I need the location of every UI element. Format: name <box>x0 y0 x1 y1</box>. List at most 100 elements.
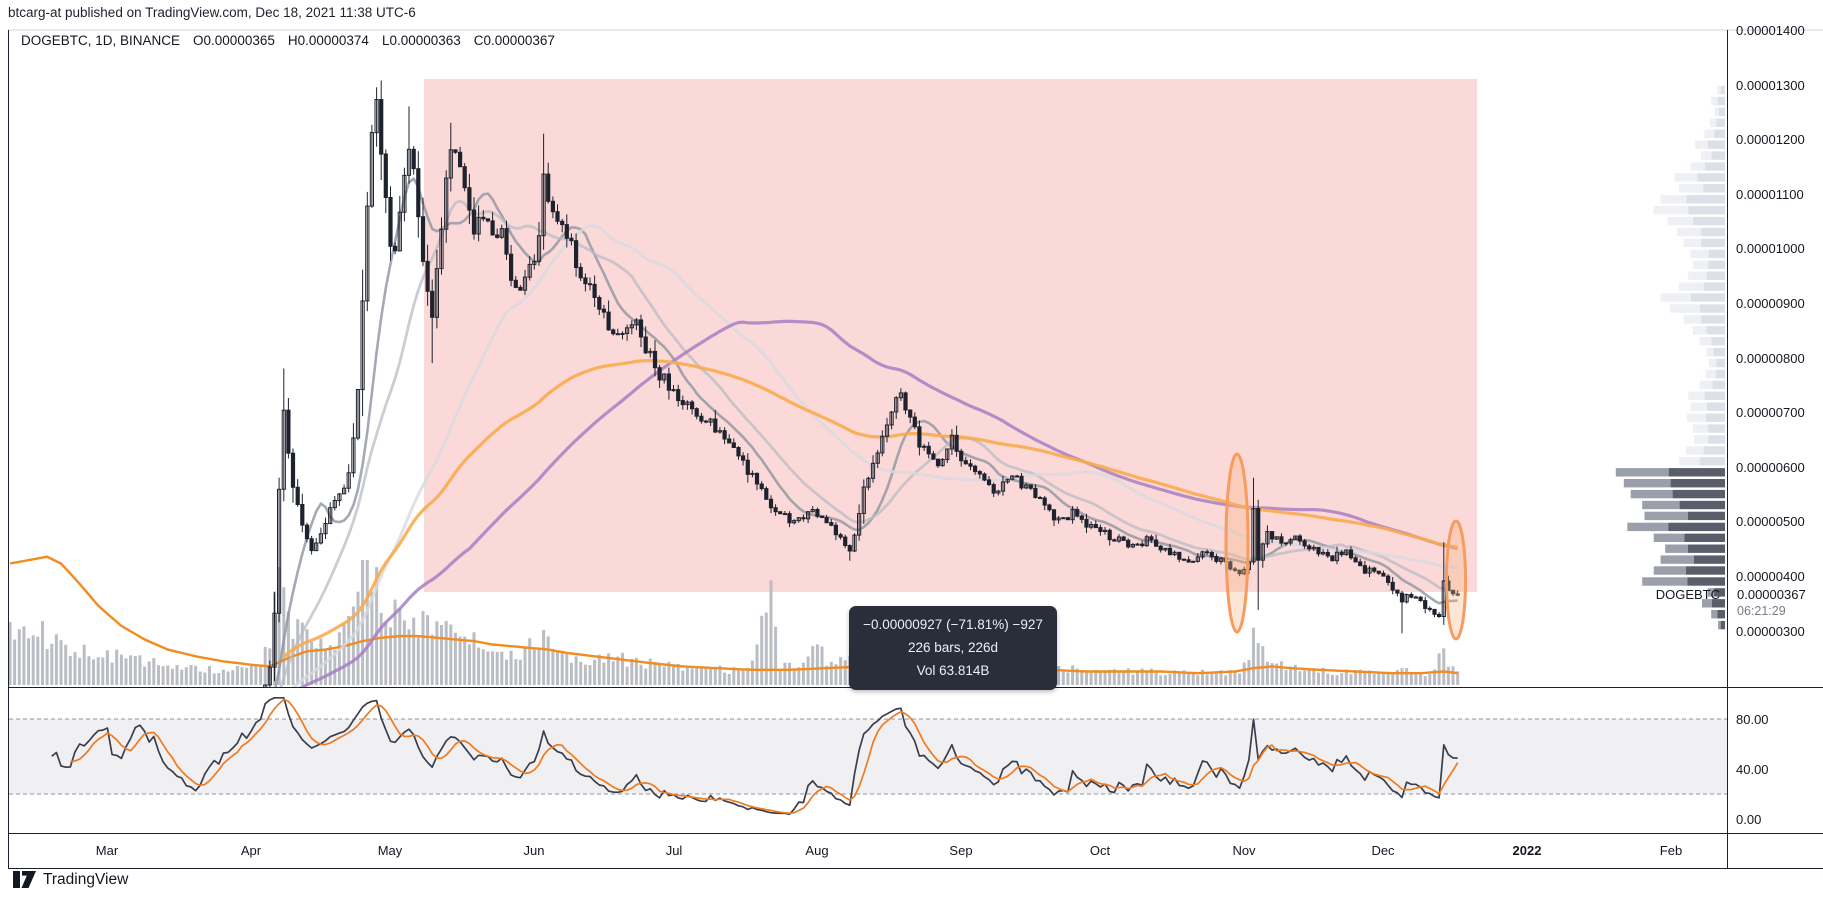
volume-ma-line <box>9 555 1458 675</box>
volume-profile-row <box>1676 227 1702 237</box>
volume-profile-row <box>1694 435 1709 444</box>
price-pane[interactable] <box>9 79 1478 716</box>
volume-profile-row <box>1692 260 1709 269</box>
price-axis-label[interactable]: 0.00000700 <box>1736 405 1805 421</box>
time-axis-label[interactable]: Jul <box>665 843 683 858</box>
volume-profile-row <box>1699 457 1725 466</box>
volume-profile-row <box>1711 610 1718 619</box>
highlight-ellipse-1[interactable] <box>1224 452 1250 634</box>
oscillator-axis-label[interactable]: 40.00 <box>1736 762 1769 777</box>
price-axis-label[interactable]: 0.00000300 <box>1736 623 1805 639</box>
symbol-legend[interactable]: DOGEBTC, 1D, BINANCE O0.00000365 H0.0000… <box>21 33 555 48</box>
volume-profile-row <box>1720 85 1725 95</box>
volume-profile-row <box>1697 173 1725 182</box>
volume-profile-row <box>1690 162 1705 171</box>
price-axis-label[interactable]: 0.00000600 <box>1736 459 1805 475</box>
volume-profile-row <box>1688 271 1707 280</box>
volume-profile-row <box>1686 566 1725 575</box>
volume-profile-row <box>1690 293 1725 302</box>
volume-profile-row <box>1679 184 1704 193</box>
volume-profile-row <box>1670 479 1725 488</box>
time-axis-label[interactable]: Sep <box>949 843 973 858</box>
time-axis-label[interactable]: Feb <box>1659 843 1683 858</box>
volume-profile-row <box>1695 140 1708 149</box>
measure-volume: Vol 63.814B <box>916 663 990 678</box>
price-axis-label[interactable]: 0.00001100 <box>1736 186 1804 202</box>
highlight-ellipse-2[interactable] <box>1445 519 1467 641</box>
volume-profile-row <box>1688 511 1725 521</box>
oscillator-pane[interactable] <box>9 696 1727 816</box>
volume-profile-row <box>1699 337 1712 346</box>
volume-profile-row <box>1693 216 1725 226</box>
time-axis-label[interactable]: Apr <box>240 843 262 858</box>
volume-profile-row <box>1627 522 1669 532</box>
tradingview-watermark[interactable]: TradingView <box>13 871 128 889</box>
volume-profile-row <box>1711 599 1725 608</box>
sma-20-line <box>279 199 1459 687</box>
price-axis-label[interactable]: 0.00000500 <box>1736 514 1805 530</box>
volume-profile-row <box>1715 369 1725 379</box>
volume-profile-row <box>1714 129 1725 138</box>
volume-profile-row <box>1710 118 1717 127</box>
volume-profile-row <box>1703 446 1725 455</box>
volume-profile-row <box>1706 402 1725 411</box>
volume-profile-row <box>1660 195 1687 204</box>
volume-profile <box>1615 85 1725 630</box>
volume-profile-row <box>1660 293 1691 302</box>
time-axis-label[interactable]: Nov <box>1232 843 1256 858</box>
volume-profile-row <box>1667 216 1694 226</box>
time-axis-label[interactable]: Oct <box>1089 843 1111 858</box>
volume-profile-row <box>1701 315 1725 324</box>
last-price-label: 0.00000367 <box>1737 587 1806 602</box>
price-axis-label[interactable]: 0.00000900 <box>1736 296 1805 311</box>
volume-profile-row <box>1702 599 1712 608</box>
volume-profile-row <box>1718 620 1721 630</box>
volume-profile-row <box>1642 500 1680 510</box>
ema-slow-line <box>282 358 1459 659</box>
price-axis-label[interactable]: 0.00001200 <box>1736 132 1805 148</box>
time-axis-label[interactable]: Aug <box>805 843 829 858</box>
volume-profile-row <box>1708 249 1725 259</box>
price-axis-label[interactable]: 0.00001000 <box>1736 241 1805 257</box>
time-axis-label[interactable]: Mar <box>95 843 119 858</box>
volume-profile-row <box>1644 511 1688 521</box>
volume-profile-row <box>1653 206 1689 215</box>
volume-profile-row <box>1717 96 1725 106</box>
legend-close: C0.00000367 <box>473 33 555 48</box>
volume-profile-row <box>1687 413 1706 422</box>
volume-profile-row <box>1720 620 1725 630</box>
volume-profile-row <box>1701 238 1725 248</box>
volume-profile-row <box>1692 326 1707 335</box>
volume-profile-row <box>1711 96 1718 106</box>
legend-symbol[interactable]: DOGEBTC, 1D, BINANCE <box>21 33 181 48</box>
volume-profile-row <box>1615 468 1669 477</box>
time-axis-label[interactable]: May <box>377 843 403 858</box>
volume-profile-row <box>1679 457 1700 466</box>
volume-profile-row <box>1708 424 1725 433</box>
volume-profile-row <box>1704 391 1725 400</box>
oscillator-axis-label[interactable]: 80.00 <box>1736 712 1769 727</box>
price-axis-label[interactable]: 0.00000800 <box>1736 350 1805 366</box>
volume-profile-row <box>1700 151 1712 160</box>
time-axis-label[interactable]: 2022 <box>1512 843 1542 858</box>
legend-high: H0.00000374 <box>287 33 369 48</box>
time-axis-label[interactable]: Jun <box>523 843 545 858</box>
volume-profile-row <box>1684 533 1725 542</box>
volume-profile-row <box>1665 544 1688 553</box>
price-axis-label[interactable]: 0.00000400 <box>1736 569 1805 584</box>
measure-price-change: −0.00000927 (−71.81%) −927 <box>863 617 1043 632</box>
time-axis-label[interactable]: Dec <box>1371 843 1395 858</box>
volume-profile-row <box>1683 238 1702 248</box>
volume-profile-row <box>1674 173 1698 182</box>
rsi-line <box>51 696 1458 816</box>
price-axis-label[interactable]: 0.00001300 <box>1736 77 1805 93</box>
rsi-signal-line <box>70 698 1459 815</box>
price-axis-label[interactable]: 0.00001400 <box>1736 23 1805 38</box>
candles <box>263 80 1460 687</box>
oscillator-axis-label[interactable]: 0.00 <box>1736 812 1762 827</box>
measure-box[interactable] <box>424 79 1477 592</box>
volume-profile-row <box>1704 162 1725 171</box>
